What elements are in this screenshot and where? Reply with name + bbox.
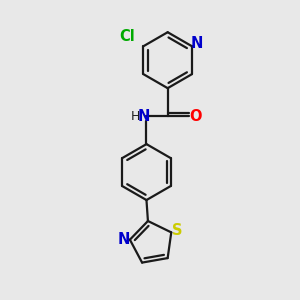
Text: H: H [130,110,140,123]
Text: N: N [191,36,203,51]
Text: O: O [189,109,202,124]
Text: Cl: Cl [119,29,135,44]
Text: N: N [138,109,150,124]
Text: S: S [172,224,183,238]
Text: N: N [117,232,130,247]
